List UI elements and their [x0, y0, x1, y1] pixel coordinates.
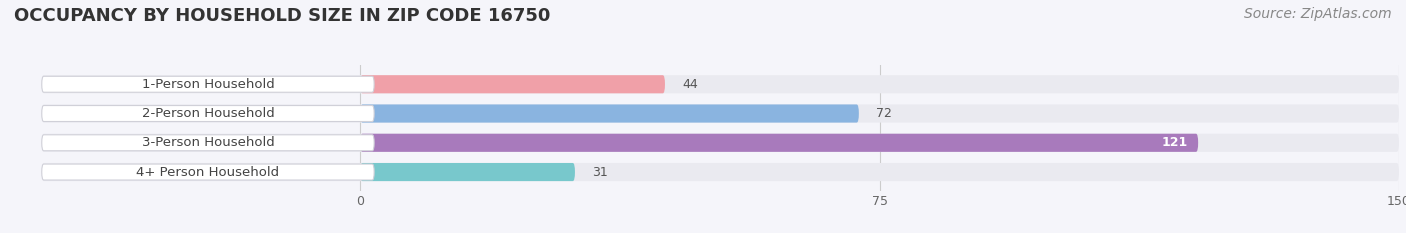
FancyBboxPatch shape	[42, 163, 1399, 181]
FancyBboxPatch shape	[42, 75, 1399, 93]
Text: OCCUPANCY BY HOUSEHOLD SIZE IN ZIP CODE 16750: OCCUPANCY BY HOUSEHOLD SIZE IN ZIP CODE …	[14, 7, 550, 25]
Text: 3-Person Household: 3-Person Household	[142, 136, 274, 149]
FancyBboxPatch shape	[42, 106, 374, 121]
Text: 2-Person Household: 2-Person Household	[142, 107, 274, 120]
Text: 72: 72	[876, 107, 891, 120]
FancyBboxPatch shape	[42, 134, 1399, 152]
FancyBboxPatch shape	[42, 164, 374, 180]
FancyBboxPatch shape	[42, 104, 1399, 123]
FancyBboxPatch shape	[360, 104, 859, 123]
Text: 1-Person Household: 1-Person Household	[142, 78, 274, 91]
Text: 44: 44	[682, 78, 697, 91]
Text: 121: 121	[1161, 136, 1188, 149]
FancyBboxPatch shape	[360, 134, 1198, 152]
Text: 4+ Person Household: 4+ Person Household	[136, 165, 280, 178]
FancyBboxPatch shape	[42, 135, 374, 151]
Text: 31: 31	[592, 165, 607, 178]
Text: Source: ZipAtlas.com: Source: ZipAtlas.com	[1244, 7, 1392, 21]
FancyBboxPatch shape	[42, 76, 374, 92]
FancyBboxPatch shape	[360, 75, 665, 93]
FancyBboxPatch shape	[360, 163, 575, 181]
